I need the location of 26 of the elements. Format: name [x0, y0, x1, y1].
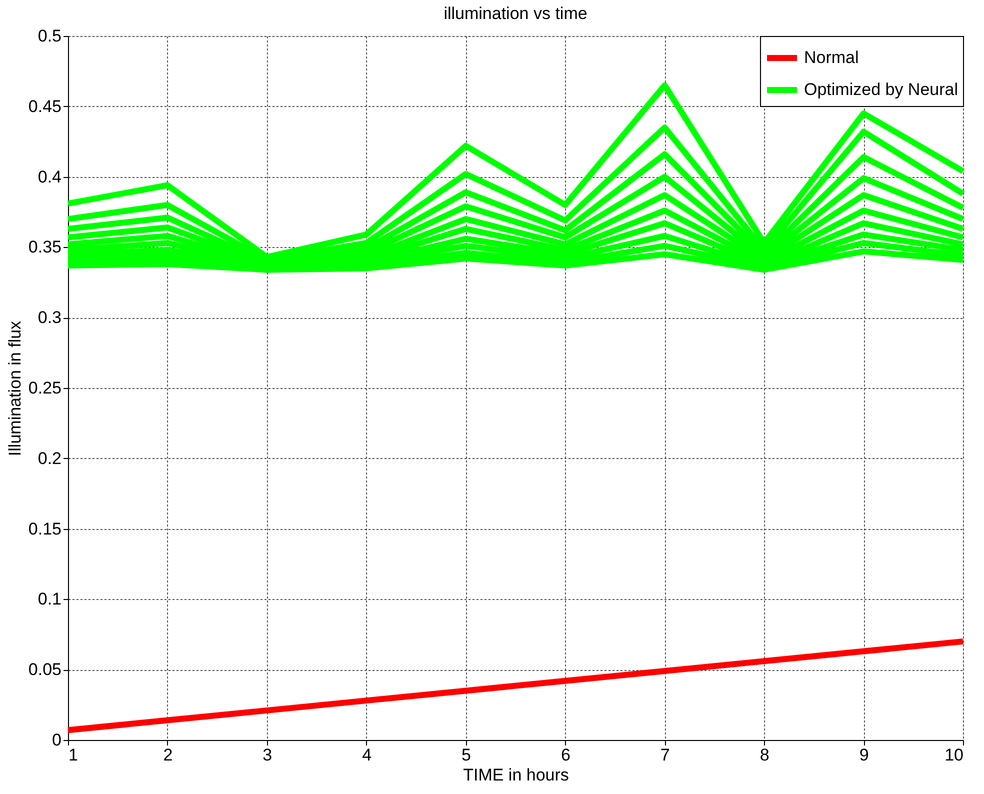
x-tick-label: 9 [859, 746, 869, 764]
x-tick-label: 7 [660, 746, 670, 764]
x-axis-title: TIME in hours [463, 766, 569, 784]
y-axis-title: Illumination in flux [5, 320, 24, 456]
x-tick-label: 2 [163, 746, 173, 764]
y-tick-label: 0.2 [38, 448, 62, 468]
y-tick-label: 0.3 [38, 308, 62, 328]
x-tick-label: 4 [362, 746, 372, 764]
y-tick-label: 0.1 [38, 590, 62, 609]
y-tick-label: 0.15 [28, 519, 62, 538]
x-tick-label: 3 [262, 746, 272, 764]
x-tick-label: 5 [462, 746, 472, 764]
y-tick-label: 0.35 [28, 238, 62, 257]
y-tick-label: 0.25 [28, 378, 62, 398]
y-tick-label: 0.5 [38, 26, 62, 46]
y-tick-label: 0 [52, 730, 62, 750]
legend-label: Optimized by Neural [804, 80, 958, 99]
y-tick-label: 0.05 [28, 660, 62, 680]
x-tick-label: 10 [944, 746, 964, 764]
x-tick-label: 6 [560, 746, 570, 764]
y-tick-label: 0.4 [38, 167, 62, 186]
y-tick-label: 0.45 [28, 96, 62, 116]
x-tick-label: 8 [760, 746, 770, 764]
x-tick-label: 1 [68, 746, 78, 764]
legend-label: Normal [804, 48, 859, 67]
chart-title: illumination vs time [444, 4, 588, 23]
